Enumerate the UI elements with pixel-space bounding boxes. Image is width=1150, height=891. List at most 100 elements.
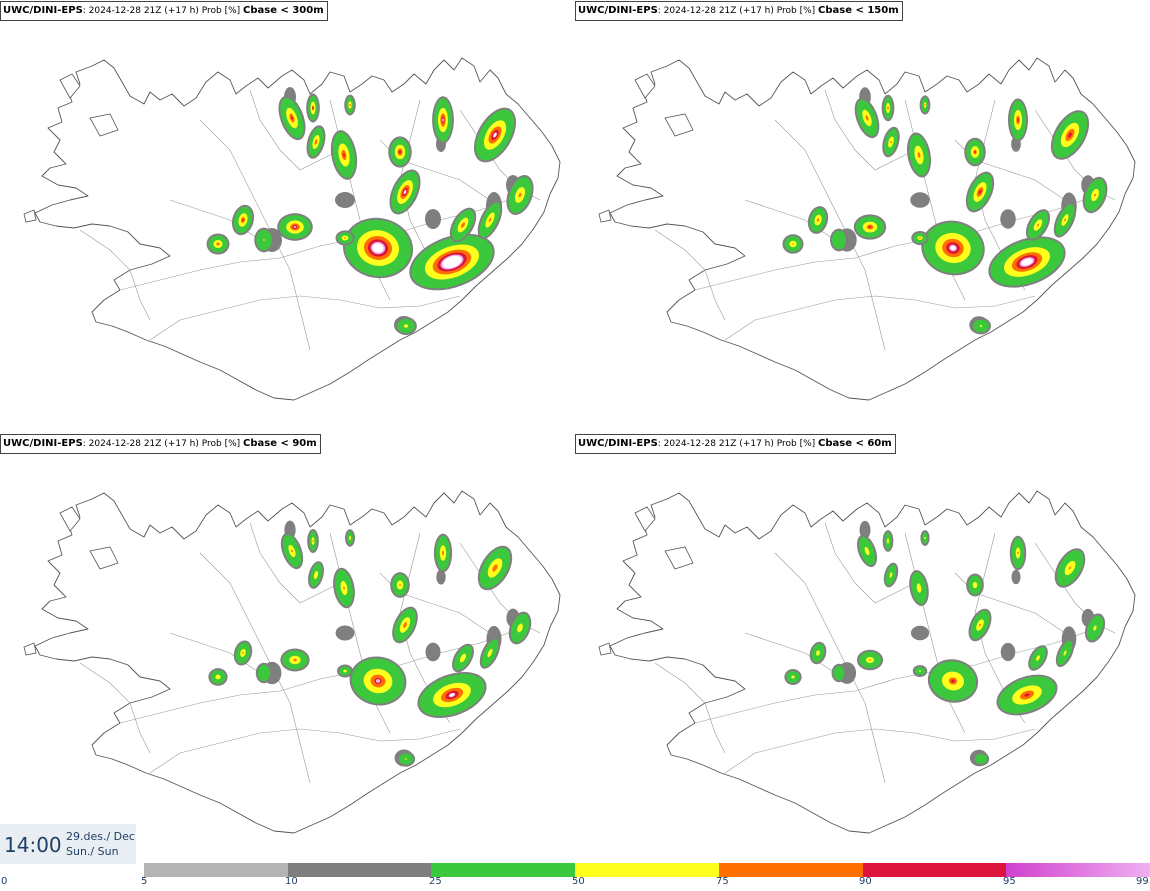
panel-criterion-3: Cbase < 90m — [243, 438, 317, 449]
prob-area — [854, 97, 880, 139]
prob-area — [971, 317, 991, 335]
panel-model-1: UWC/DINI-EPS — [3, 5, 83, 16]
panel-criterion-2: Cbase < 150m — [818, 5, 899, 16]
prob-area — [344, 94, 356, 116]
prob-area — [436, 569, 446, 585]
prob-area — [390, 572, 410, 598]
prob-area — [206, 233, 230, 255]
panel-title-4: UWC/DINI-EPS: 2024-12-28 21Z (+17 h) Pro… — [575, 434, 896, 454]
prob-area — [255, 662, 273, 684]
prob-area — [859, 520, 871, 540]
probability-field — [782, 87, 1108, 335]
prob-area — [1009, 535, 1027, 571]
prob-area — [1028, 645, 1048, 671]
prob-area — [964, 137, 986, 167]
prob-area — [233, 640, 253, 666]
valid-date: 29.des./ Dec — [66, 830, 135, 843]
colorbar-bin-90-95 — [862, 863, 1007, 877]
prob-area — [277, 213, 313, 241]
prob-area — [1000, 209, 1016, 229]
prob-area — [910, 625, 930, 641]
prob-area — [910, 192, 930, 208]
panel-info-1: : 2024-12-28 21Z (+17 h) Prob [%] — [82, 6, 244, 16]
valid-time-hour: 14:00 — [4, 833, 62, 857]
prob-area — [506, 175, 534, 215]
colorbar-bin-50-75 — [575, 863, 720, 877]
prob-area — [508, 611, 532, 645]
prob-area — [782, 234, 804, 254]
prob-area — [452, 643, 474, 673]
prob-area — [881, 94, 895, 122]
panel-info-2: : 2024-12-28 21Z (+17 h) Prob [%] — [657, 6, 819, 16]
prob-area — [919, 95, 931, 115]
colorbar-tick-label: 90 — [859, 876, 872, 887]
probability-colorbar — [144, 863, 1150, 877]
prob-area — [280, 648, 310, 672]
prob-area — [965, 171, 995, 213]
valid-time-date: 29.des./ Dec Sun./ Sun — [66, 829, 135, 859]
prob-area — [278, 95, 306, 141]
prob-area — [1025, 209, 1051, 241]
prob-area — [883, 562, 899, 588]
prob-area — [330, 130, 358, 180]
prob-area — [231, 204, 255, 236]
map-panel-4: UWC/DINI-EPS: 2024-12-28 21Z (+17 h) Pro… — [575, 433, 1150, 865]
prob-area — [306, 125, 326, 159]
prob-area — [280, 532, 304, 570]
panel-model-2: UWC/DINI-EPS — [578, 5, 658, 16]
prob-area — [425, 209, 441, 229]
prob-area — [208, 668, 228, 686]
panel-criterion-4: Cbase < 60m — [818, 438, 892, 449]
prob-area — [831, 663, 847, 683]
probability-field — [206, 87, 534, 336]
panel-info-4: : 2024-12-28 21Z (+17 h) Prob [%] — [657, 439, 819, 449]
prob-area — [349, 656, 407, 706]
prob-area — [335, 192, 355, 208]
prob-area — [856, 649, 884, 671]
iceland-map-3 — [23, 490, 561, 834]
panel-info-3: : 2024-12-28 21Z (+17 h) Prob [%] — [82, 439, 244, 449]
panel-title-1: UWC/DINI-EPS: 2024-12-28 21Z (+17 h) Pro… — [0, 1, 328, 21]
map-panel-2: UWC/DINI-EPS: 2024-12-28 21Z (+17 h) Pro… — [575, 0, 1150, 432]
prob-area — [335, 230, 355, 246]
colorbar-bin-95-99 — [1006, 863, 1150, 877]
prob-area — [388, 136, 412, 168]
iceland-map-4 — [598, 490, 1136, 834]
colorbar-tick-label: 99 — [1136, 876, 1149, 887]
prob-area — [807, 206, 829, 234]
prob-area — [432, 96, 454, 144]
prob-area — [968, 608, 992, 642]
prob-area — [1084, 613, 1106, 643]
prob-area — [395, 316, 417, 336]
prob-area — [882, 530, 894, 552]
prob-area — [417, 671, 487, 719]
prob-area — [1008, 98, 1028, 142]
prob-area — [1000, 642, 1016, 662]
prob-area — [396, 751, 416, 767]
prob-area — [425, 642, 441, 662]
panel-criterion-1: Cbase < 300m — [243, 5, 324, 16]
panel-title-3: UWC/DINI-EPS: 2024-12-28 21Z (+17 h) Pro… — [0, 434, 321, 454]
colorbar-tick-label: 75 — [716, 876, 729, 887]
prob-area — [988, 236, 1066, 288]
colorbar-bin-25-50 — [431, 863, 576, 877]
prob-area — [1050, 110, 1090, 160]
prob-area — [921, 220, 985, 276]
prob-area — [909, 570, 929, 606]
prob-area — [479, 637, 501, 669]
prob-area — [1082, 176, 1108, 214]
prob-area — [966, 573, 984, 597]
prob-area — [306, 93, 320, 123]
prob-area — [996, 674, 1058, 716]
prob-area — [856, 534, 878, 568]
panel-title-2: UWC/DINI-EPS: 2024-12-28 21Z (+17 h) Pro… — [575, 1, 903, 21]
prob-area — [1053, 202, 1077, 238]
map-panel-1: UWC/DINI-EPS: 2024-12-28 21Z (+17 h) Pro… — [0, 0, 575, 432]
prob-area — [342, 217, 414, 279]
prob-area — [882, 126, 900, 158]
colorbar-tick-label: 10 — [285, 876, 298, 887]
prob-area — [449, 207, 477, 243]
prob-area — [473, 107, 517, 163]
prob-area — [972, 752, 990, 766]
prob-area — [1055, 638, 1075, 668]
